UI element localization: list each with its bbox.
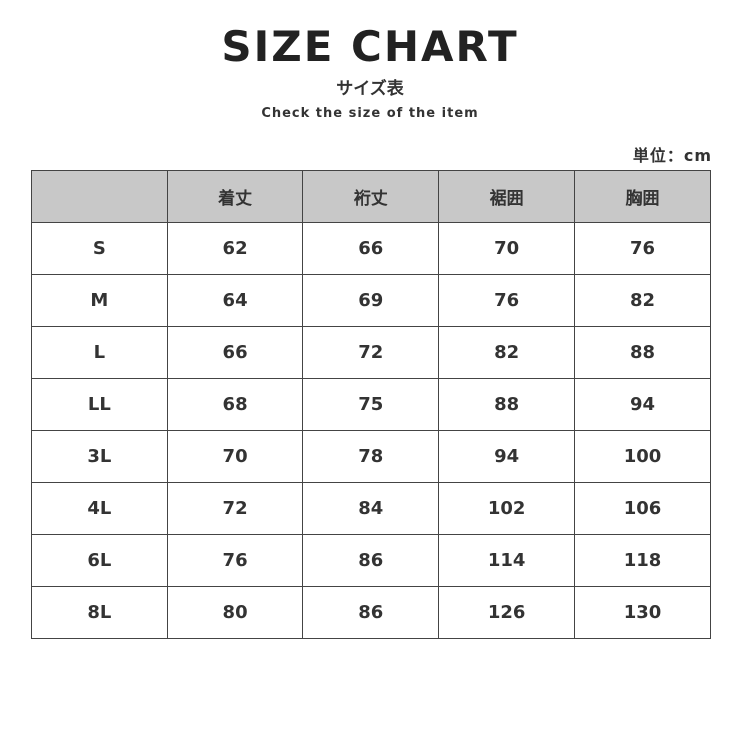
measurement-cell: 72 [302,326,440,379]
table-row: 4L 72 84 102 106 [31,482,711,535]
measurement-cell: 118 [574,534,711,587]
measurement-cell: 70 [166,430,304,483]
table-row: LL 68 75 88 94 [31,378,711,431]
measurement-cell: 62 [166,222,304,275]
size-table: 着丈 裄丈 裾囲 胸囲 S 62 66 70 76 M 64 69 76 82 L 66 72 82 88 LL 68… [31,170,711,639]
page-subtitle: サイズ表 [336,79,404,99]
page-title: SIZE CHART [221,22,519,71]
measurement-cell: 84 [302,482,440,535]
size-label-cell: 3L [31,430,168,483]
size-label-cell: M [31,274,168,327]
column-header: 裾囲 [438,170,576,223]
measurement-cell: 69 [302,274,440,327]
column-header: 着丈 [166,170,304,223]
measurement-cell: 66 [166,326,304,379]
size-label-cell: 4L [31,482,168,535]
size-label-cell: LL [31,378,168,431]
measurement-cell: 66 [302,222,440,275]
measurement-cell: 82 [438,326,576,379]
measurement-cell: 70 [438,222,576,275]
measurement-cell: 130 [574,586,711,639]
measurement-cell: 126 [438,586,576,639]
measurement-cell: 75 [302,378,440,431]
table-row: 8L 80 86 126 130 [31,586,711,639]
size-label-cell: L [31,326,168,379]
measurement-cell: 88 [574,326,711,379]
table-row: M 64 69 76 82 [31,274,711,327]
measurement-cell: 106 [574,482,711,535]
measurement-cell: 64 [166,274,304,327]
table-row: 6L 76 86 114 118 [31,534,711,587]
header-row: 着丈 裄丈 裾囲 胸囲 [31,170,711,223]
column-header: 裄丈 [302,170,440,223]
measurement-cell: 86 [302,534,440,587]
unit-label: 単位：cm [632,146,712,165]
column-header [31,170,168,223]
measurement-cell: 76 [166,534,304,587]
measurement-cell: 68 [166,378,304,431]
measurement-cell: 94 [574,378,711,431]
measurement-cell: 114 [438,534,576,587]
table-row: L 66 72 82 88 [31,326,711,379]
measurement-cell: 80 [166,586,304,639]
measurement-cell: 72 [166,482,304,535]
column-header: 胸囲 [574,170,711,223]
tagline: Check the size of the item [261,106,479,121]
measurement-cell: 76 [438,274,576,327]
measurement-cell: 78 [302,430,440,483]
table-row: 3L 70 78 94 100 [31,430,711,483]
measurement-cell: 86 [302,586,440,639]
measurement-cell: 82 [574,274,711,327]
size-label-cell: 8L [31,586,168,639]
measurement-cell: 100 [574,430,711,483]
measurement-cell: 88 [438,378,576,431]
measurement-cell: 94 [438,430,576,483]
size-label-cell: S [31,222,168,275]
measurement-cell: 102 [438,482,576,535]
size-label-cell: 6L [31,534,168,587]
table-row: S 62 66 70 76 [31,222,711,275]
measurement-cell: 76 [574,222,711,275]
